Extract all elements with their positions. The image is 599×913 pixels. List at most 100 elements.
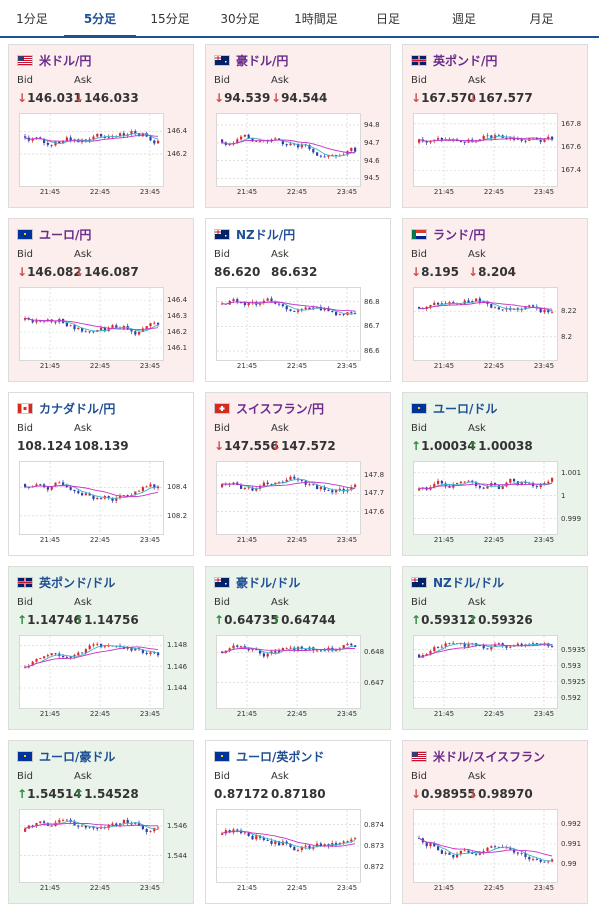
candle-body <box>153 140 156 144</box>
pair-name-link[interactable]: 米ドル/円 <box>39 53 92 68</box>
tab-4[interactable]: 30分足 <box>204 0 276 36</box>
pair-name-link[interactable]: 豪ドル/ドル <box>236 575 301 590</box>
candle-body <box>486 648 489 650</box>
y-tick-label: 146.4 <box>167 296 188 304</box>
x-tick-label: 21:45 <box>433 536 455 544</box>
y-tick-label: 0.991 <box>561 840 582 848</box>
pair-name-link[interactable]: スイスフラン/円 <box>236 401 325 416</box>
timeframe-tabs: 1分足 5分足 15分足 30分足 1時間足 日足 週足 月足 <box>0 0 599 38</box>
x-axis: 21:45 22:45 23:45 <box>216 710 361 720</box>
candle-body <box>24 484 27 488</box>
candlestick-chart[interactable] <box>413 287 558 361</box>
pair-name-link[interactable]: カナダドル/円 <box>39 401 116 416</box>
tab-label: 15分足 <box>150 12 190 26</box>
eu-flag-icon <box>17 750 33 762</box>
price-labels: Bid Ask <box>411 249 486 260</box>
candle-body <box>65 322 68 327</box>
pair-card[interactable]: ユーロ/円 Bid Ask ↓146.082 ↓146.087 146.4 146.3 146… <box>8 218 194 382</box>
tab-5[interactable]: 1時間足 <box>276 0 356 36</box>
pair-card[interactable]: ユーロ/ドル Bid Ask ↑1.00034 ↑1.00038 1.001 1 0.999 2… <box>402 392 588 556</box>
pair-name-link[interactable]: ユーロ/ドル <box>433 401 498 416</box>
x-tick-label: 22:45 <box>89 884 111 892</box>
pair-card[interactable]: NZドル/ドル Bid Ask ↑0.59312 ↑0.59326 0.5935 0.593… <box>402 566 588 730</box>
pair-card[interactable]: ユーロ/英ポンド Bid Ask 0.87172 0.87180 0.874 0.873 0.… <box>205 740 391 904</box>
pair-card[interactable]: 英ポンド/円 Bid Ask ↓167.570 ↓167.577 167.8 167.6 16… <box>402 44 588 208</box>
bid-value: 94.539 <box>224 91 271 105</box>
candle-body <box>471 852 474 854</box>
pair-name-link[interactable]: ランド/円 <box>433 227 486 242</box>
candlestick-chart[interactable] <box>216 287 361 361</box>
bid-value: 0.98955 <box>421 787 476 801</box>
arrow-up-icon: ↑ <box>411 439 422 453</box>
arrow-down-icon: ↓ <box>17 91 28 105</box>
bid-value: 1.54514 <box>27 787 82 801</box>
candle-body <box>297 310 300 312</box>
pair-card[interactable]: 英ポンド/ドル Bid Ask ↑1.14746 ↑1.14756 1.148 1.146 1… <box>8 566 194 730</box>
candle-body <box>236 299 239 303</box>
pair-name-link[interactable]: ユーロ/英ポンド <box>236 749 325 764</box>
pair-card[interactable]: 豪ドル/円 Bid Ask ↓94.539 ↓94.544 94.8 94.7 94.6 94.… <box>205 44 391 208</box>
tab-7[interactable]: 週足 <box>420 0 508 36</box>
candlestick-chart[interactable] <box>413 461 558 535</box>
y-tick-label: 8.2 <box>561 332 573 341</box>
candlestick-chart[interactable] <box>216 635 361 709</box>
pair-name-link[interactable]: 米ドル/スイスフラン <box>433 749 546 764</box>
pair-card[interactable]: カナダドル/円 Bid Ask 108.124 108.139 108.4 108.2 21:… <box>8 392 194 556</box>
pair-name-link[interactable]: 豪ドル/円 <box>236 53 289 68</box>
candlestick-chart[interactable] <box>19 287 164 361</box>
pair-card[interactable]: ランド/円 Bid Ask ↓8.195 ↓8.204 8.22 8.2 21:45 22:45… <box>402 218 588 382</box>
candlestick-chart[interactable] <box>413 113 558 187</box>
moving-average-slow <box>221 139 356 154</box>
pair-card[interactable]: NZドル/円 Bid Ask 86.620 86.632 86.8 86.7 86.6 21:4… <box>205 218 391 382</box>
candle-body <box>316 307 319 308</box>
pair-name-link[interactable]: 英ポンド/円 <box>433 53 498 68</box>
candle-body <box>88 331 91 333</box>
tab-3[interactable]: 15分足 <box>136 0 204 36</box>
tab-6[interactable]: 日足 <box>356 0 420 36</box>
pair-name-link[interactable]: NZドル/ドル <box>433 575 505 590</box>
pair-name-link[interactable]: ユーロ/豪ドル <box>39 749 116 764</box>
candle-body <box>31 825 34 827</box>
pair-card[interactable]: スイスフラン/円 Bid Ask ↓147.556 ↓147.572 147.8 147.7… <box>205 392 391 556</box>
y-tick-label: 94.5 <box>364 174 380 183</box>
candle-body <box>293 143 296 145</box>
pair-card[interactable]: ユーロ/豪ドル Bid Ask ↑1.54514 ↑1.54528 1.546 1.544 2… <box>8 740 194 904</box>
pair-name-link[interactable]: ユーロ/円 <box>39 227 92 242</box>
candle-body <box>111 325 114 328</box>
candlestick-chart[interactable] <box>216 113 361 187</box>
candle-body <box>134 331 137 335</box>
arrow-down-icon: ↓ <box>74 91 85 105</box>
candlestick-chart[interactable] <box>19 635 164 709</box>
pair-name-link[interactable]: 英ポンド/ドル <box>39 575 116 590</box>
tab-8[interactable]: 月足 <box>508 0 575 36</box>
candlestick-chart[interactable] <box>19 461 164 535</box>
candle-body <box>323 844 326 847</box>
candle-body <box>551 136 554 140</box>
candlestick-chart[interactable] <box>19 809 164 883</box>
candlestick-chart[interactable] <box>216 461 361 535</box>
pair-name-link[interactable]: NZドル/円 <box>236 227 296 242</box>
candlestick-chart[interactable] <box>413 809 558 883</box>
candle-body <box>157 486 160 489</box>
candlestick-chart[interactable] <box>19 113 164 187</box>
tab-1[interactable]: 1分足 <box>0 0 64 36</box>
ask-price: ↓94.544 <box>271 91 327 105</box>
tab-2[interactable]: 5分足 <box>64 0 136 38</box>
pair-card[interactable]: 豪ドル/ドル Bid Ask ↑0.64735 ↑0.64744 0.648 0.647 21… <box>205 566 391 730</box>
ask-value: 167.577 <box>478 91 533 105</box>
candle-body <box>111 497 114 501</box>
candle-body <box>255 141 258 143</box>
candlestick-chart[interactable] <box>216 809 361 883</box>
candle-body <box>84 493 87 496</box>
candle-body <box>316 650 319 652</box>
x-tick-label: 23:45 <box>336 362 358 370</box>
y-tick-label: 0.647 <box>364 678 385 687</box>
pair-card[interactable]: 米ドル/円 Bid Ask ↓146.031 ↓146.033 146.4 146.2 21:… <box>8 44 194 208</box>
candle-body <box>285 144 288 146</box>
candle-body <box>285 479 288 482</box>
pair-card[interactable]: 米ドル/スイスフラン Bid Ask ↓0.98955 ↓0.98970 0.992 0.9… <box>402 740 588 904</box>
candlestick-chart[interactable] <box>413 635 558 709</box>
y-axis: 1.148 1.146 1.144 <box>167 635 193 709</box>
candle-body <box>429 141 432 143</box>
bid-price: 0.87172 <box>214 787 269 801</box>
